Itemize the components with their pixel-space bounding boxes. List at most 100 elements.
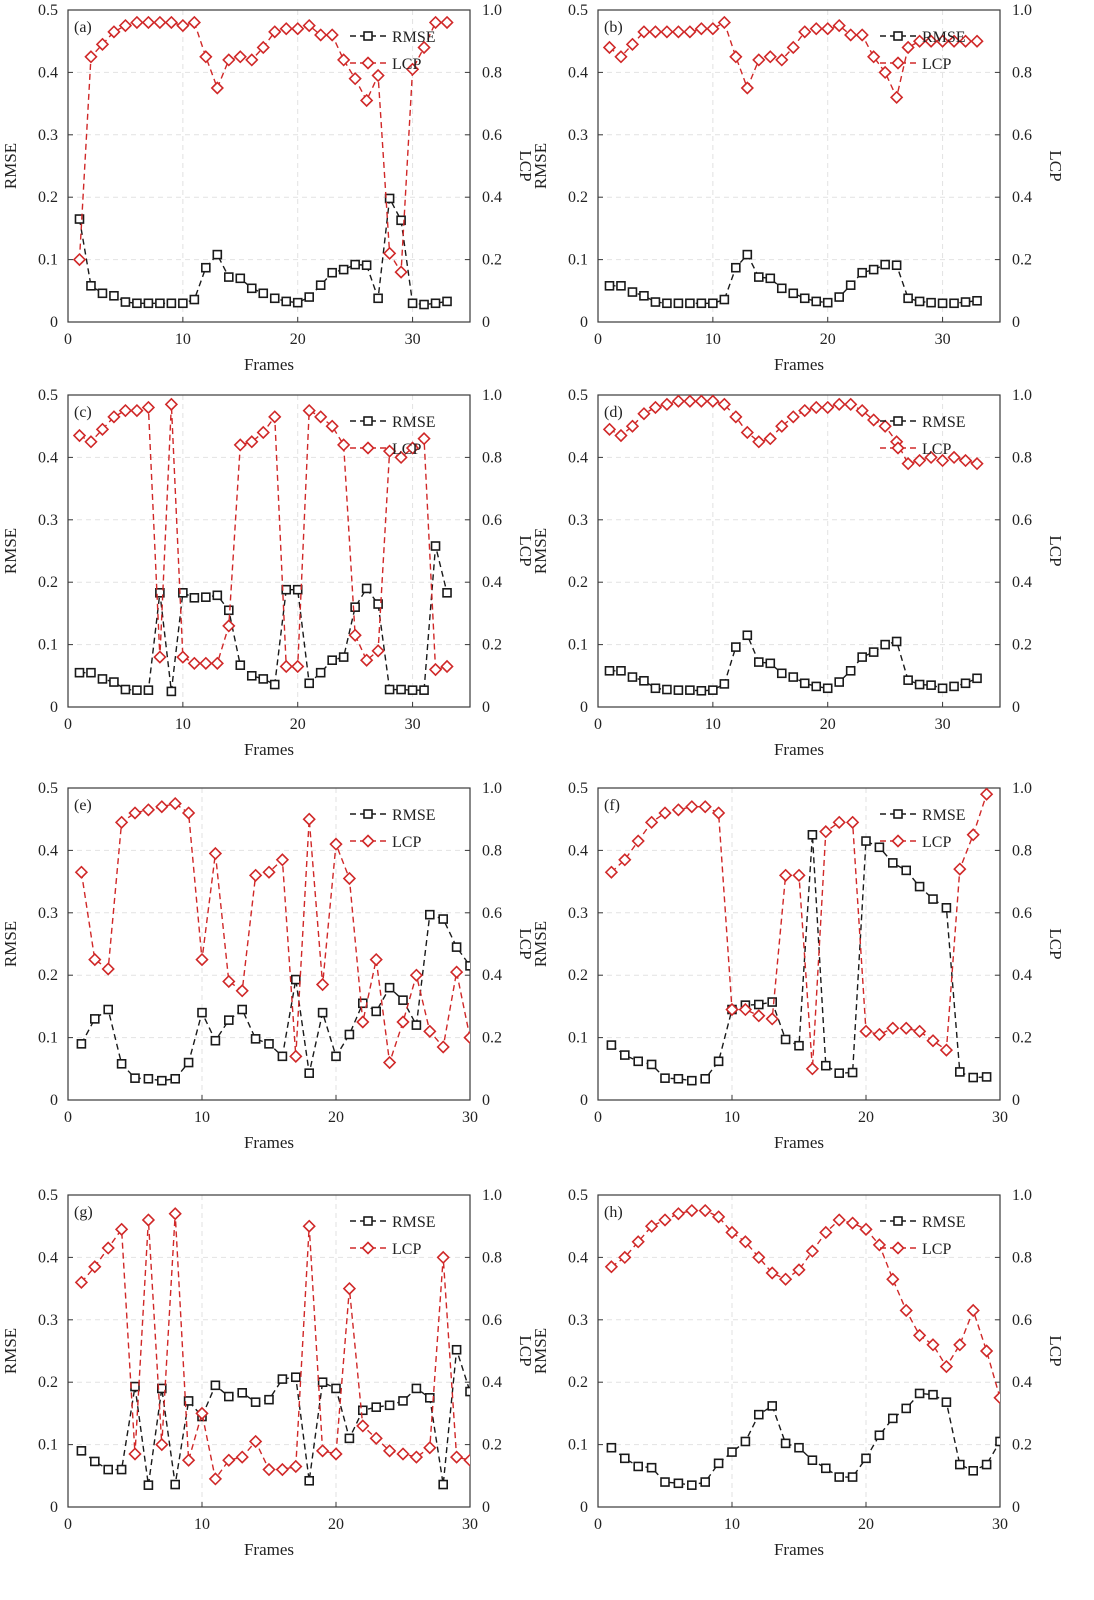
rmse-point xyxy=(235,273,246,284)
rmse-point xyxy=(258,288,269,299)
chart-panel: 0 0.1 0.2 0.3 0.4 0.5 0 0.2 0.4 0.6 0.8 1.0 0 10 20 30 F… xyxy=(531,387,1065,759)
lcp-point xyxy=(114,815,129,829)
lcp-point xyxy=(966,828,980,842)
rmse-point xyxy=(807,1455,818,1465)
rmse-point xyxy=(780,1034,791,1045)
lcp-point xyxy=(245,435,259,449)
lcp-point xyxy=(417,432,431,446)
lcp-point xyxy=(235,1450,249,1464)
rmse-point xyxy=(926,297,936,308)
y2-tick-label: 0.4 xyxy=(1012,574,1032,591)
rmse-point xyxy=(304,292,315,302)
rmse-point xyxy=(224,605,234,616)
rmse-point xyxy=(109,677,119,687)
x-tick-label: 20 xyxy=(858,1516,874,1533)
lcp-point xyxy=(752,435,766,449)
rmse-point xyxy=(696,685,707,696)
y2-axis-title: LCP xyxy=(1046,928,1065,959)
lcp-point xyxy=(844,28,858,42)
x-tick-label: 0 xyxy=(64,331,72,348)
rmse-point xyxy=(646,1059,657,1070)
lcp-point xyxy=(685,1203,699,1218)
rmse-point xyxy=(411,1020,422,1030)
rmse-point xyxy=(788,288,799,299)
panel-label: (f) xyxy=(604,797,620,814)
rmse-point xyxy=(753,657,764,667)
lcp-point xyxy=(912,1024,927,1038)
x-tick-label: 10 xyxy=(705,331,721,348)
rmse-point xyxy=(290,1372,301,1383)
lcp-point xyxy=(625,419,640,433)
rmse-point xyxy=(868,647,879,657)
rmse-point xyxy=(619,1453,630,1464)
y2-tick-label: 0.6 xyxy=(1012,127,1032,144)
lcp-point xyxy=(141,1213,156,1227)
lcp-point xyxy=(604,1260,619,1274)
y-tick-label: 0.1 xyxy=(568,1030,588,1047)
lcp-point xyxy=(958,453,973,468)
rmse-point xyxy=(639,675,649,686)
rmse-point xyxy=(116,1059,127,1069)
x-tick-label: 30 xyxy=(462,1109,478,1126)
rmse-point xyxy=(891,636,902,647)
lcp-point xyxy=(644,1219,659,1233)
y-tick-label: 0 xyxy=(50,314,58,331)
rmse-point xyxy=(338,264,349,275)
x-axis-title: Frames xyxy=(244,740,294,759)
legend-label: RMSE xyxy=(922,414,966,431)
y-tick-label: 0.1 xyxy=(568,252,588,269)
rmse-point xyxy=(250,1397,261,1407)
lcp-point xyxy=(245,53,259,67)
rmse-point xyxy=(155,588,165,598)
lcp-point xyxy=(935,453,950,468)
y-tick-label: 0.4 xyxy=(38,842,58,859)
x-tick-label: 10 xyxy=(175,716,191,733)
rmse-point xyxy=(662,684,672,695)
rmse-point xyxy=(673,298,684,309)
y2-tick-label: 0.4 xyxy=(482,189,502,206)
lcp-point xyxy=(683,395,697,408)
rmse-point xyxy=(373,599,383,609)
y-axis-title: RMSE xyxy=(531,921,550,967)
x-tick-label: 30 xyxy=(935,716,951,733)
rmse-point xyxy=(995,1436,1000,1447)
lcp-point xyxy=(359,93,374,108)
lcp-point xyxy=(187,656,201,670)
rmse-point xyxy=(143,685,154,695)
rmse-point xyxy=(277,1051,288,1062)
lcp-point xyxy=(101,962,115,976)
y2-axis-title: LCP xyxy=(516,535,535,566)
y2-tick-label: 0.6 xyxy=(1012,905,1032,922)
rmse-point xyxy=(90,1014,100,1024)
y-tick-label: 0.2 xyxy=(568,189,588,206)
y2-tick-label: 0.4 xyxy=(1012,189,1032,206)
rmse-point xyxy=(627,287,638,297)
legend-label: LCP xyxy=(922,834,951,851)
lcp-point xyxy=(291,659,305,674)
rmse-point xyxy=(170,1073,180,1084)
lcp-point xyxy=(886,1272,900,1286)
lcp-point xyxy=(694,395,709,408)
lcp-point xyxy=(275,853,290,867)
lcp-point xyxy=(72,252,87,267)
lcp-point xyxy=(199,656,213,670)
rmse-point xyxy=(696,298,707,309)
y-tick-label: 0.3 xyxy=(38,1312,58,1329)
lcp-point xyxy=(74,1275,89,1289)
lcp-point xyxy=(88,1260,102,1274)
y2-tick-label: 0.8 xyxy=(482,449,502,466)
rmse-point xyxy=(799,293,810,304)
rmse-point xyxy=(914,881,925,892)
rmse-point xyxy=(246,670,257,681)
y-tick-label: 0.3 xyxy=(38,127,58,144)
lcp-point xyxy=(683,25,697,39)
plot-frame xyxy=(67,9,471,323)
y-tick-label: 0.3 xyxy=(38,512,58,529)
rmse-point xyxy=(371,1402,382,1412)
rmse-point xyxy=(660,1073,670,1083)
rmse-point xyxy=(847,1067,858,1078)
rmse-point xyxy=(719,294,730,305)
y2-tick-label: 0.8 xyxy=(1012,842,1032,859)
panel-label: (a) xyxy=(74,19,92,36)
